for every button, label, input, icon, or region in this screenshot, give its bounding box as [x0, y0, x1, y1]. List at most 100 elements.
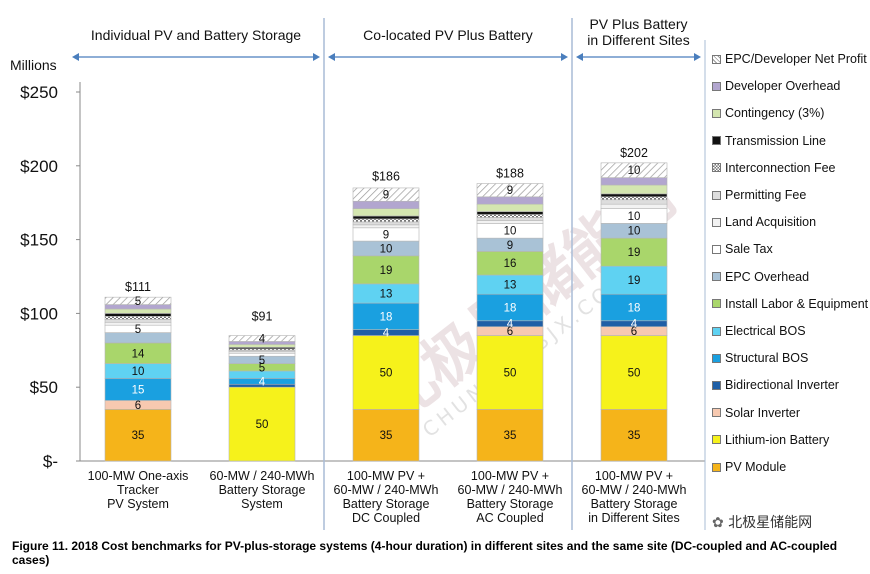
- legend-item: Electrical BOS: [712, 322, 806, 340]
- x-tick-label: System: [241, 497, 283, 511]
- legend-item: PV Module: [712, 458, 786, 476]
- figure-caption: Figure 11. 2018 Cost benchmarks for PV-p…: [12, 539, 838, 567]
- legend-label: Land Acquisition: [725, 215, 817, 230]
- group-arrow-left: [576, 53, 583, 61]
- group-arrow-left: [72, 53, 79, 61]
- legend-swatch: [712, 272, 721, 282]
- x-tick-label: 60-MW / 240-MWh: [334, 483, 439, 497]
- bar-segment: [600, 335, 668, 410]
- x-tick-label: Battery Storage: [343, 497, 430, 511]
- data-label: 6: [507, 326, 513, 338]
- x-tick-label: 60-MW / 240-MWh: [458, 483, 563, 497]
- total-label: $111: [125, 280, 151, 294]
- legend-label: Solar Inverter: [725, 405, 801, 420]
- bar-segment: [476, 409, 544, 462]
- data-label: 9: [507, 185, 513, 197]
- legend-swatch: [712, 190, 721, 200]
- group-arrow-right: [313, 53, 320, 61]
- data-label: 6: [631, 326, 637, 338]
- data-label: 35: [504, 430, 517, 442]
- bar-segment: [476, 203, 544, 212]
- bar-segment: [104, 319, 172, 323]
- data-label: 50: [628, 367, 641, 379]
- data-label: 10: [380, 243, 393, 255]
- bar-segment: [352, 215, 420, 220]
- legend-label: EPC/Developer Net Profit: [725, 52, 867, 66]
- bar-segment: [600, 196, 668, 201]
- y-tick-label: $50: [30, 378, 58, 397]
- legend-label: Permitting Fee: [725, 188, 807, 202]
- data-label: 4: [259, 333, 266, 345]
- bar-segment: [104, 313, 172, 317]
- legend-swatch: [712, 54, 721, 64]
- data-label: 6: [135, 400, 141, 412]
- bar-segment: [352, 335, 420, 410]
- bar-segment: [476, 220, 544, 224]
- y-tick-label: $250: [20, 83, 58, 102]
- legend-item: Solar Inverter: [712, 404, 800, 422]
- legend-item: Sale Tax: [712, 240, 773, 258]
- data-label: 4: [507, 319, 514, 331]
- x-tick-label: 60-MW / 240-MWh: [210, 469, 315, 483]
- legend-label: EPC Overhead: [725, 269, 810, 284]
- legend-item: EPC Overhead: [712, 268, 809, 286]
- data-label: 18: [380, 311, 393, 323]
- legend-label: Transmission Line: [725, 133, 826, 148]
- bar-segment: [104, 409, 172, 462]
- y-tick-label: $100: [20, 304, 58, 323]
- data-label: 19: [628, 247, 641, 259]
- x-tick-label: 100-MW One-axis: [88, 469, 189, 483]
- legend-label: Sale Tax: [725, 242, 773, 257]
- legend-item: Install Labor & Equipment: [712, 295, 868, 313]
- watermark-logo-text: 北极星储能网: [728, 515, 813, 531]
- legend-item: Structural BOS: [712, 349, 808, 367]
- bar-segment: [476, 217, 544, 221]
- legend-item: Lithium-ion Battery: [712, 431, 829, 449]
- bar-segment: [600, 265, 668, 295]
- data-label: 10: [628, 211, 641, 223]
- bar-segment: [352, 200, 420, 209]
- total-label: $91: [252, 310, 273, 324]
- bar-segment: [600, 177, 668, 186]
- x-tick-label: 60-MW / 240-MWh: [582, 483, 687, 497]
- legend-swatch: [712, 136, 721, 146]
- total-label: $188: [496, 167, 524, 181]
- bar-segment: [476, 335, 544, 410]
- x-tick-label: 100-MW PV +: [471, 469, 549, 483]
- legend-swatch: [712, 435, 721, 445]
- legend-swatch: [712, 299, 721, 309]
- data-label: 18: [504, 302, 517, 314]
- data-label: 50: [504, 367, 517, 379]
- group-title: Co-located PV Plus Battery: [363, 27, 533, 43]
- total-label: $186: [372, 169, 400, 183]
- x-tick-label: Battery Storage: [467, 497, 554, 511]
- data-label: 4: [631, 319, 638, 331]
- data-label: 50: [256, 419, 269, 431]
- bar-segment: [600, 193, 668, 198]
- y-tick-label: $-: [43, 452, 58, 471]
- data-label: 5: [259, 355, 265, 367]
- x-tick-label: in Different Sites: [588, 511, 679, 525]
- bar-segment: [600, 199, 668, 205]
- x-tick-label: AC Coupled: [476, 511, 543, 525]
- bar-segment: [352, 208, 420, 217]
- data-label: 9: [383, 229, 389, 241]
- bar-segment: [352, 221, 420, 226]
- data-label: 19: [628, 275, 641, 287]
- bar-segment: [600, 184, 668, 195]
- x-tick-label: Battery Storage: [591, 497, 678, 511]
- bar-segment: [476, 214, 544, 218]
- x-tick-label: 100-MW PV +: [595, 469, 673, 483]
- group-arrow-right: [694, 53, 701, 61]
- data-label: 18: [628, 302, 641, 314]
- data-label: 9: [383, 190, 389, 202]
- labels: $- $50 $100 $150 $200 $250 Millions Individual …: [10, 16, 690, 525]
- bar-segment: [600, 203, 668, 209]
- x-tick-label: 100-MW PV +: [347, 469, 425, 483]
- legend-item: Permitting Fee: [712, 186, 806, 204]
- legend-item: Interconnection Fee: [712, 159, 836, 177]
- y-tick-label: $200: [20, 157, 58, 176]
- legend-item: Transmission Line: [712, 132, 826, 150]
- legend-swatch: [712, 408, 721, 418]
